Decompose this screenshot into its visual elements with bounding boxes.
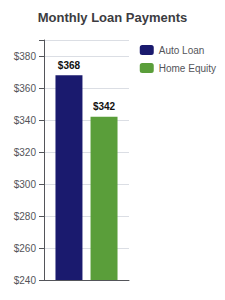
svg-text:$260: $260 <box>14 243 37 254</box>
svg-text:$380: $380 <box>14 51 37 62</box>
svg-text:$300: $300 <box>14 179 37 190</box>
svg-text:$342: $342 <box>93 101 116 112</box>
svg-text:$280: $280 <box>14 211 37 222</box>
svg-text:$340: $340 <box>14 115 37 126</box>
svg-text:$240: $240 <box>14 275 37 286</box>
svg-text:Monthly Loan Payments: Monthly Loan Payments <box>38 10 188 25</box>
svg-text:$360: $360 <box>14 83 37 94</box>
svg-text:$368: $368 <box>58 60 81 71</box>
svg-text:Auto Loan: Auto Loan <box>159 45 205 56</box>
svg-text:$320: $320 <box>14 147 37 158</box>
svg-text:Home Equity: Home Equity <box>159 63 216 74</box>
